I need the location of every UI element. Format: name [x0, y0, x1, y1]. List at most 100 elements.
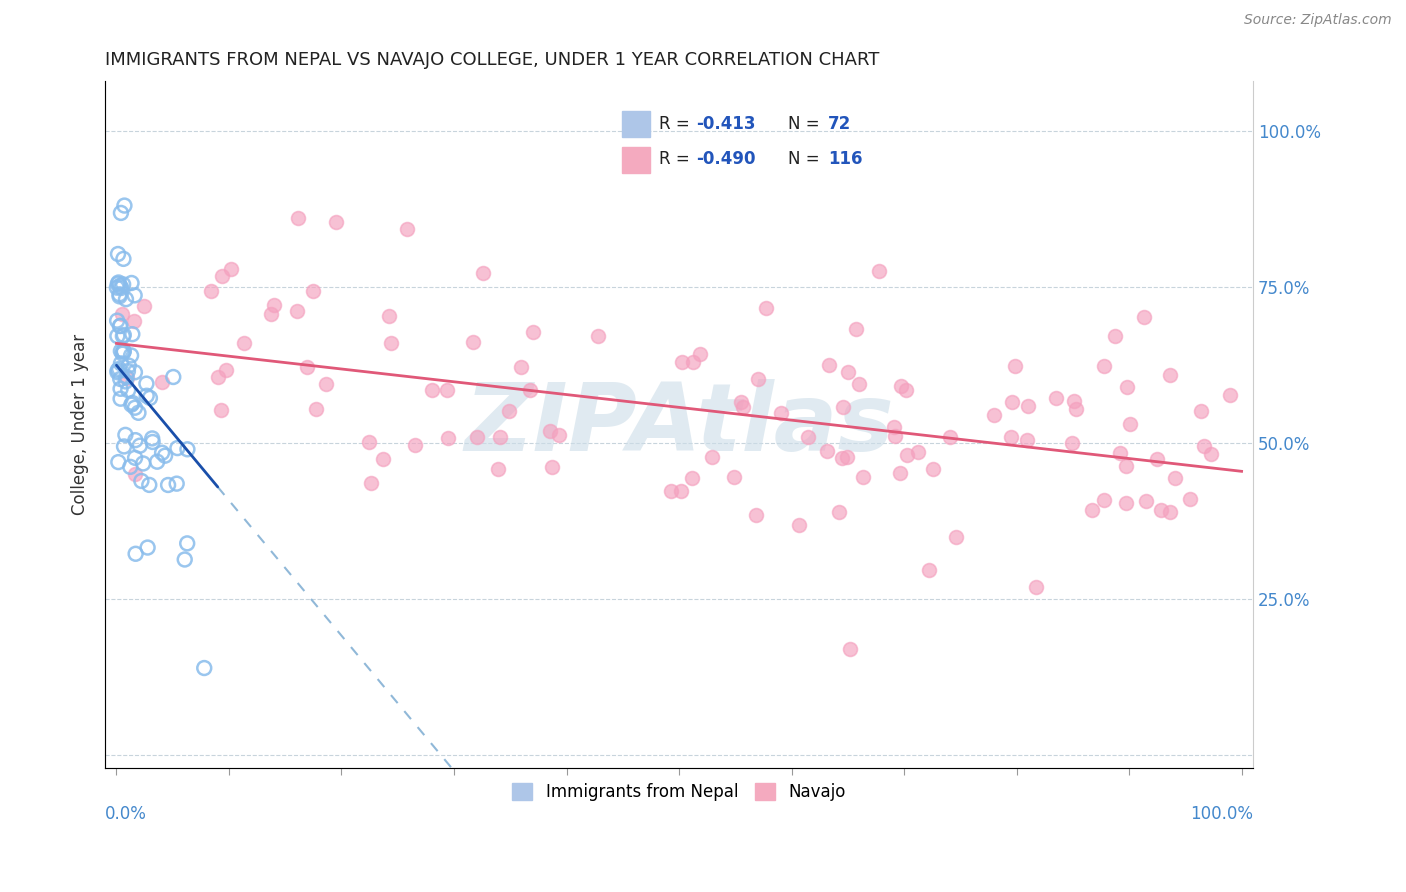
Navajo: [1133, 310, 1156, 324]
Immigrants from Nepal: [114, 428, 136, 442]
Immigrants from Nepal: [110, 206, 132, 220]
Immigrants from Nepal: [110, 382, 132, 396]
Navajo: [219, 262, 242, 277]
Immigrants from Nepal: [117, 383, 139, 397]
Navajo: [889, 466, 911, 480]
Navajo: [1017, 399, 1039, 413]
Navajo: [586, 329, 609, 343]
Immigrants from Nepal: [166, 441, 188, 455]
Navajo: [1219, 387, 1241, 401]
Immigrants from Nepal: [112, 440, 135, 454]
Navajo: [1104, 328, 1126, 343]
Navajo: [1109, 446, 1132, 460]
Immigrants from Nepal: [108, 289, 131, 303]
Navajo: [837, 450, 859, 464]
Navajo: [723, 470, 745, 484]
Immigrants from Nepal: [118, 359, 141, 373]
Immigrants from Nepal: [142, 434, 165, 449]
Immigrants from Nepal: [120, 348, 142, 362]
Text: 0.0%: 0.0%: [105, 805, 148, 823]
Navajo: [883, 420, 905, 434]
Navajo: [839, 642, 862, 657]
Immigrants from Nepal: [124, 450, 146, 465]
Immigrants from Nepal: [114, 198, 136, 212]
Navajo: [115, 371, 138, 385]
Navajo: [1045, 391, 1067, 405]
Navajo: [1159, 505, 1181, 519]
Immigrants from Nepal: [105, 280, 128, 294]
Navajo: [730, 394, 752, 409]
Immigrants from Nepal: [115, 292, 138, 306]
Navajo: [1092, 493, 1115, 508]
Navajo: [907, 445, 929, 459]
Immigrants from Nepal: [166, 476, 188, 491]
Navajo: [1115, 458, 1137, 473]
Navajo: [377, 309, 399, 323]
Immigrants from Nepal: [110, 372, 132, 386]
Immigrants from Nepal: [114, 375, 136, 389]
Navajo: [211, 268, 233, 283]
Navajo: [731, 400, 754, 414]
Text: 100.0%: 100.0%: [1189, 805, 1253, 823]
Navajo: [132, 299, 155, 313]
Navajo: [815, 443, 838, 458]
Navajo: [209, 402, 232, 417]
Immigrants from Nepal: [121, 276, 143, 290]
Immigrants from Nepal: [112, 344, 135, 359]
Navajo: [1163, 471, 1185, 485]
Immigrants from Nepal: [157, 478, 180, 492]
Text: ZIPAtlas: ZIPAtlas: [464, 378, 894, 470]
Navajo: [1189, 404, 1212, 418]
Navajo: [395, 222, 418, 236]
Immigrants from Nepal: [107, 247, 129, 261]
Immigrants from Nepal: [135, 376, 157, 391]
Immigrants from Nepal: [112, 328, 135, 343]
Immigrants from Nepal: [124, 547, 146, 561]
Immigrants from Nepal: [127, 406, 149, 420]
Navajo: [360, 476, 382, 491]
Navajo: [831, 400, 853, 414]
Navajo: [295, 359, 318, 374]
Immigrants from Nepal: [153, 449, 176, 463]
Navajo: [422, 383, 444, 397]
Y-axis label: College, Under 1 year: College, Under 1 year: [72, 334, 89, 515]
Navajo: [1135, 494, 1157, 508]
Immigrants from Nepal: [121, 327, 143, 342]
Navajo: [1115, 496, 1137, 510]
Navajo: [787, 518, 810, 533]
Navajo: [945, 530, 967, 544]
Immigrants from Nepal: [146, 455, 169, 469]
Immigrants from Nepal: [124, 433, 146, 447]
Navajo: [489, 430, 512, 444]
Navajo: [111, 307, 134, 321]
Navajo: [301, 284, 323, 298]
Navajo: [1004, 359, 1026, 373]
Navajo: [461, 334, 484, 349]
Immigrants from Nepal: [120, 459, 142, 474]
Navajo: [436, 383, 458, 397]
Navajo: [848, 377, 870, 392]
Navajo: [939, 430, 962, 444]
Immigrants from Nepal: [111, 329, 134, 343]
Immigrants from Nepal: [105, 313, 128, 327]
Immigrants from Nepal: [162, 370, 184, 384]
Navajo: [896, 448, 918, 462]
Navajo: [325, 215, 347, 229]
Immigrants from Nepal: [111, 346, 134, 360]
Navajo: [797, 430, 820, 444]
Navajo: [124, 467, 146, 481]
Immigrants from Nepal: [128, 439, 150, 453]
Immigrants from Nepal: [112, 277, 135, 292]
Immigrants from Nepal: [124, 288, 146, 302]
Navajo: [918, 563, 941, 577]
Navajo: [1092, 359, 1115, 373]
Immigrants from Nepal: [110, 344, 132, 359]
Navajo: [150, 375, 173, 389]
Navajo: [845, 321, 868, 335]
Immigrants from Nepal: [107, 277, 129, 291]
Immigrants from Nepal: [135, 389, 157, 403]
Navajo: [1000, 430, 1022, 444]
Immigrants from Nepal: [115, 369, 138, 384]
Navajo: [1192, 439, 1215, 453]
Immigrants from Nepal: [117, 364, 139, 378]
